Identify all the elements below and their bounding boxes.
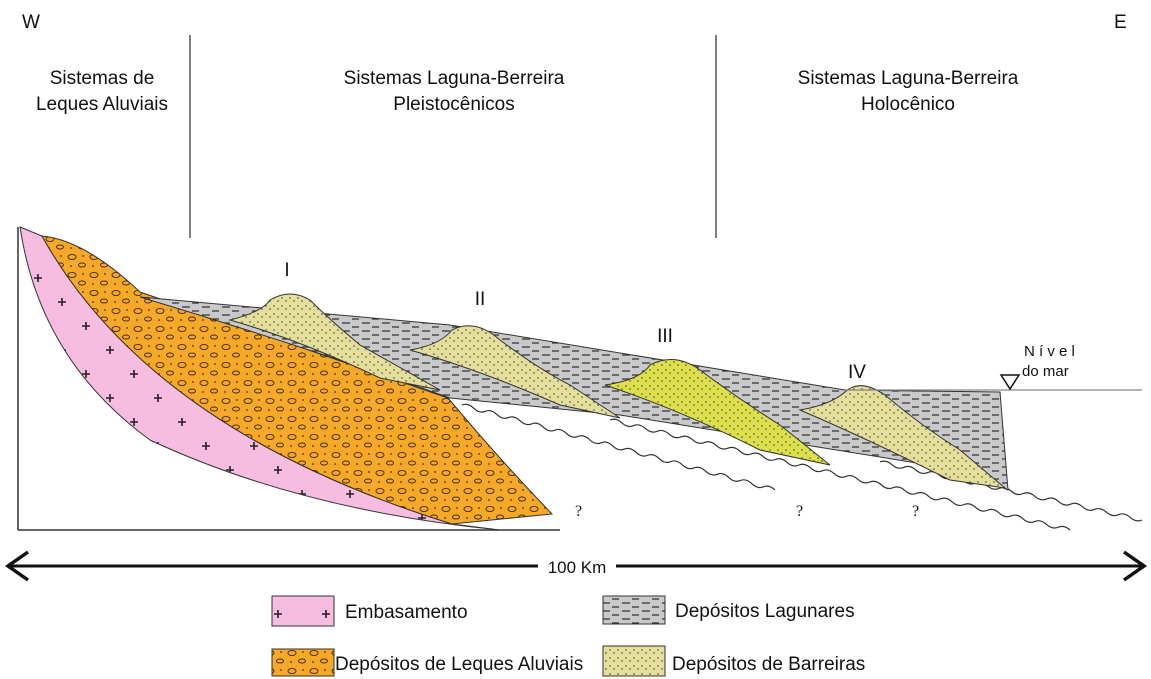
sea-level-label: N í v e l	[1024, 343, 1075, 360]
diagram: W E Sistemas de Leques Aluviais Sistemas…	[0, 0, 1151, 679]
system-title: Leques Aluviais	[36, 94, 168, 115]
legend-label: Embasamento	[345, 602, 468, 623]
sea-level-label: do mar	[1022, 363, 1069, 380]
unknown-mark: ?	[796, 503, 803, 520]
barrier-label: II	[475, 289, 486, 310]
legend-label: Depósitos Lagunares	[675, 601, 855, 622]
legend-label: Depósitos de Leques Aluviais	[335, 654, 583, 675]
west-label: W	[22, 12, 40, 33]
barrier-label: I	[284, 260, 289, 281]
barrier-label: IV	[848, 362, 866, 383]
legend-swatch	[603, 646, 665, 676]
legend-swatch	[272, 596, 334, 626]
sea-level-symbol	[1001, 375, 1019, 389]
system-title: Sistemas de	[50, 68, 155, 89]
scale-label: 100 Km	[548, 558, 607, 577]
unknown-mark: ?	[912, 503, 919, 520]
barrier-label: III	[657, 326, 673, 347]
unknown-mark: ?	[575, 503, 582, 520]
system-title: Sistemas Laguna-Berreira	[344, 68, 565, 89]
unconformity	[880, 461, 1142, 521]
legend-swatch	[603, 596, 665, 624]
system-title: Holocênico	[861, 94, 955, 115]
legend-label: Depósitos de Barreiras	[672, 654, 865, 675]
legend-swatch	[272, 649, 334, 676]
east-label: E	[1114, 12, 1127, 33]
system-title: Sistemas Laguna-Berreira	[798, 68, 1019, 89]
system-title: Pleistocênicos	[393, 94, 514, 115]
